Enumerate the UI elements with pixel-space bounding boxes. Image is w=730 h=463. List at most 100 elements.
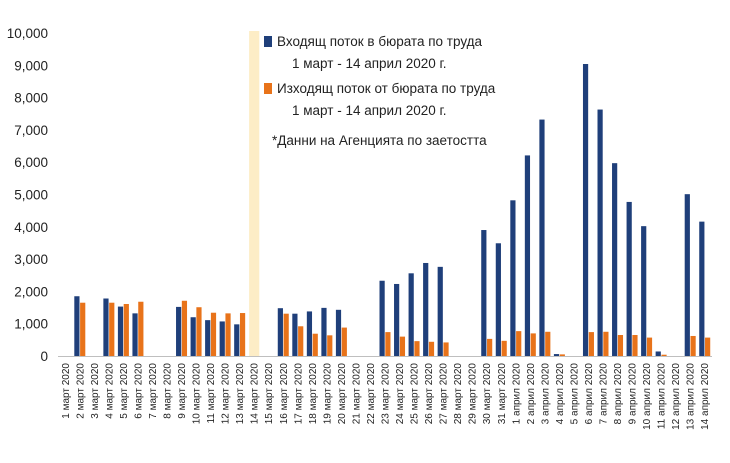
bar-outflow — [603, 331, 609, 356]
bar-inflow — [437, 266, 443, 356]
legend-label: 1 март - 14 април 2020 г. — [292, 103, 447, 118]
bar-inflow — [190, 317, 196, 356]
x-tick-label: 18 март 2020 — [308, 363, 319, 425]
legend: Входящ поток в бюрата по труда 1 март - 1… — [264, 34, 496, 148]
x-tick-label: 14 април 2020 — [700, 363, 711, 430]
x-tick-label: 23 март 2020 — [381, 363, 392, 425]
legend-label: 1 март - 14 април 2020 г. — [292, 56, 447, 71]
data-source-note: *Данни на Агенцията по заетостта — [272, 133, 487, 148]
x-tick-label: 10 март 2020 — [192, 363, 203, 425]
x-tick-label: 9 април 2020 — [628, 363, 639, 425]
x-tick-label: 6 април 2020 — [584, 363, 595, 425]
x-tick-label: 1 март 2020 — [61, 363, 72, 419]
bar-inflow — [117, 306, 124, 356]
x-tick-label: 8 март 2020 — [163, 363, 174, 419]
y-tick-label: 10,000 — [7, 26, 48, 41]
legend-swatch — [264, 36, 272, 47]
bar-inflow — [103, 298, 109, 356]
bar-inflow — [684, 194, 690, 356]
x-tick-label: 26 март 2020 — [424, 363, 435, 425]
bar-inflow — [612, 163, 618, 356]
y-tick-label: 5,000 — [14, 188, 48, 203]
bar-inflow — [205, 320, 211, 356]
bar-outflow — [501, 340, 507, 356]
bar-inflow — [626, 201, 632, 356]
bar-outflow — [181, 300, 188, 356]
bar-outflow — [487, 338, 493, 356]
bar-outflow — [327, 335, 333, 356]
x-tick-label: 19 март 2020 — [322, 363, 333, 425]
bar-outflow — [443, 342, 449, 356]
y-tick-label: 1,000 — [14, 317, 48, 332]
x-tick-label: 21 март 2020 — [351, 363, 362, 425]
bar-outflow — [123, 303, 129, 356]
bar-inflow — [234, 324, 240, 356]
x-tick-label: 5 април 2020 — [569, 363, 580, 425]
x-tick-label: 2 март 2020 — [75, 363, 86, 419]
x-tick-label: 27 март 2020 — [439, 363, 450, 425]
bar-outflow — [312, 333, 318, 356]
bar-inflow — [321, 307, 327, 356]
bar-outflow — [341, 327, 347, 356]
bar-outflow — [632, 335, 638, 356]
x-tick-label: 11 март 2020 — [206, 363, 217, 424]
x-tick-label: 11 април 2020 — [657, 363, 668, 430]
x-axis: 1 март 2020 2 март 2020 3 март 2020 4 март … — [58, 356, 712, 430]
bar-outflow — [385, 332, 391, 356]
bar-outflow — [428, 341, 435, 356]
x-tick-label: 6 март 2020 — [133, 363, 144, 419]
bar-inflow — [495, 243, 501, 356]
x-tick-label: 30 март 2020 — [482, 363, 493, 425]
x-tick-label: 12 април 2020 — [671, 363, 682, 430]
bar-outflow — [661, 354, 667, 356]
bar-outflow — [559, 354, 565, 356]
bar-outflow — [239, 313, 246, 356]
bar-outflow — [80, 302, 86, 356]
bar-outflow — [646, 337, 653, 356]
bar-outflow — [545, 331, 551, 356]
x-tick-label: 24 март 2020 — [395, 363, 406, 425]
x-tick-label: 15 март 2020 — [264, 363, 275, 425]
legend-label: Входящ поток в бюрата по труда — [277, 34, 483, 49]
bar-outflow — [516, 331, 522, 356]
bar-inflow — [74, 296, 80, 356]
bar-inflow — [335, 309, 342, 356]
legend-label: Изходящ поток от бюрата по труда — [277, 81, 496, 96]
bar-outflow — [617, 335, 624, 356]
x-tick-label: 2 април 2020 — [526, 363, 537, 425]
x-tick-label: 4 април 2020 — [555, 363, 566, 425]
y-tick-label: 8,000 — [14, 91, 48, 106]
bar-inflow — [699, 221, 705, 356]
bar-inflow — [379, 280, 385, 356]
x-tick-label: 14 март 2020 — [250, 363, 261, 425]
y-tick-label: 0 — [40, 349, 48, 364]
bar-outflow — [298, 326, 304, 356]
bar-inflow — [597, 109, 603, 357]
x-tick-label: 10 април 2020 — [642, 363, 653, 430]
bar-outflow — [414, 341, 420, 356]
bar-outflow — [210, 312, 217, 356]
x-tick-label: 22 март 2020 — [366, 363, 377, 425]
bar-outflow — [588, 332, 594, 356]
bar-inflow — [423, 262, 429, 356]
x-tick-label: 7 април 2020 — [599, 363, 610, 425]
bar-outflow — [196, 307, 202, 356]
bar-inflow — [277, 308, 283, 356]
x-tick-label: 8 април 2020 — [613, 363, 624, 425]
bar-inflow — [524, 155, 531, 356]
x-tick-label: 13 април 2020 — [686, 363, 697, 430]
x-tick-label: 7 март 2020 — [148, 363, 159, 419]
x-tick-label: 31 март 2020 — [497, 363, 508, 425]
bar-inflow — [292, 313, 298, 356]
bar-inflow — [641, 226, 647, 356]
x-tick-label: 9 март 2020 — [177, 363, 188, 419]
bar-inflow — [481, 230, 487, 356]
y-tick-label: 3,000 — [14, 252, 48, 267]
bar-inflow — [132, 313, 138, 356]
x-tick-label: 25 март 2020 — [410, 363, 421, 425]
x-tick-label: 16 март 2020 — [279, 363, 290, 425]
bar-outflow — [109, 302, 115, 356]
y-tick-label: 9,000 — [14, 58, 48, 73]
bar-outflow — [283, 313, 289, 356]
